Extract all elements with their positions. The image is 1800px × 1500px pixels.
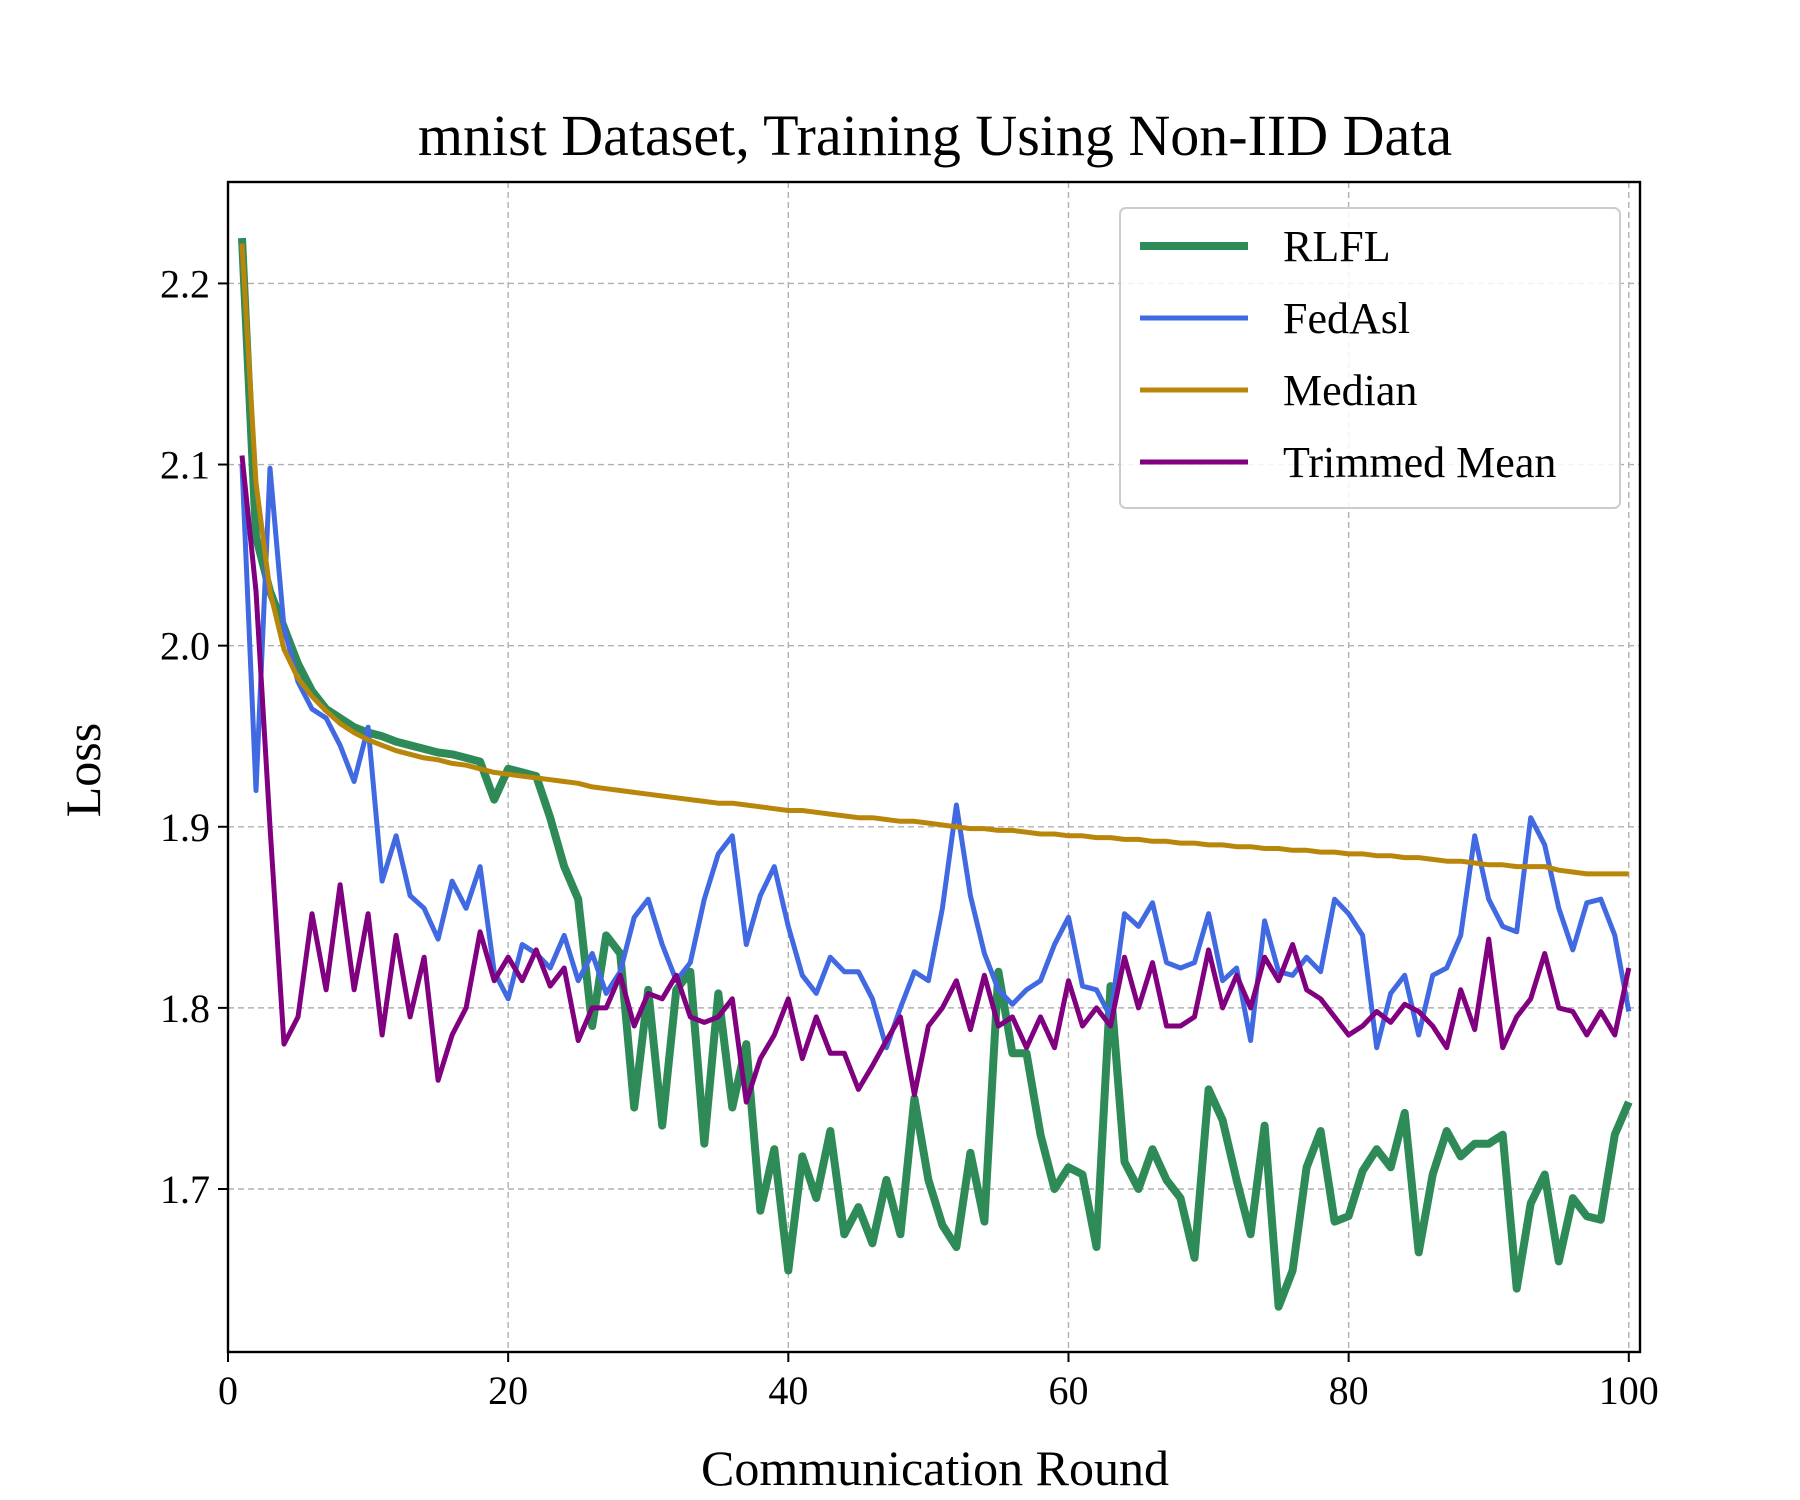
series-line-trimmed-mean: [239, 455, 1632, 1105]
series-line-median: [239, 243, 1629, 877]
legend-label-rlfl: RLFL: [1283, 222, 1391, 271]
y-tick-label: 1.9: [160, 805, 210, 850]
chart-title: mnist Dataset, Training Using Non-IID Da…: [418, 103, 1452, 168]
y-tick-label: 2.0: [160, 624, 210, 669]
x-tick-label: 20: [488, 1368, 528, 1413]
axis-ticks: 0 20 40 60 80 100 1.7 1.8 1.9 2.0 2.1 2.2: [160, 261, 1659, 1413]
x-tick-label: 40: [768, 1368, 808, 1413]
y-axis-label: Loss: [55, 723, 111, 817]
series-line-rlfl: [238, 237, 1633, 1311]
legend-label-fedasl: FedAsl: [1283, 294, 1410, 343]
x-axis-label: Communication Round: [701, 1440, 1169, 1496]
x-tick-label: 60: [1048, 1368, 1088, 1413]
legend-label-median: Median: [1283, 366, 1417, 415]
y-tick-label: 1.8: [160, 986, 210, 1031]
y-tick-label: 2.2: [160, 261, 210, 306]
plot-frame: [226, 180, 1642, 1354]
series-lines: [238, 237, 1633, 1311]
x-tick-label: 100: [1599, 1368, 1659, 1413]
legend: RLFL FedAsl Median Trimmed Mean: [1119, 207, 1621, 509]
x-tick-label: 80: [1329, 1368, 1369, 1413]
y-tick-label: 1.7: [160, 1167, 210, 1212]
legend-box: [1119, 207, 1621, 509]
x-tick-label: 0: [218, 1368, 238, 1413]
y-tick-label: 2.1: [160, 443, 210, 488]
legend-label-trimmed-mean: Trimmed Mean: [1283, 438, 1556, 487]
series-line-fedasl: [239, 464, 1632, 1051]
